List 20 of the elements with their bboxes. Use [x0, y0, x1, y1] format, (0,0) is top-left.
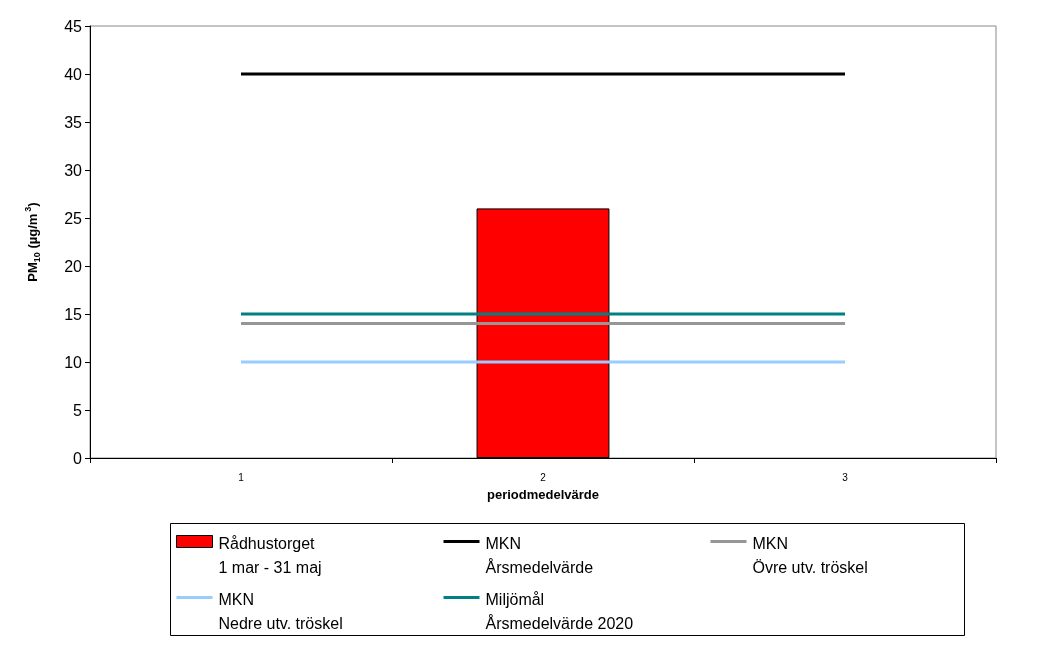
- y-tick-label: 25: [64, 209, 83, 227]
- y-tick-label: 45: [64, 17, 83, 35]
- y-tick-label: 15: [64, 305, 83, 323]
- x-axis-title: periodmedelvärde: [487, 487, 599, 502]
- x-tick-label: 2: [540, 471, 547, 483]
- legend-label: Miljömål Årsmedelvärde 2020: [485, 591, 634, 632]
- y-tick-label: 35: [64, 113, 83, 131]
- y-tick-label: 40: [64, 65, 83, 83]
- legend-label: Rådhustorget 1 mar - 31 maj: [218, 535, 322, 576]
- y-tick-label: 5: [73, 401, 83, 419]
- y-tick-label: 30: [64, 161, 83, 179]
- y-tick-label: 20: [64, 257, 83, 275]
- y-tick-label: 0: [73, 449, 83, 467]
- y-axis-title: PM10 (µg/m3): [22, 202, 42, 282]
- y-tick-label: 10: [64, 353, 83, 371]
- legend-label: MKN Årsmedelvärde: [485, 535, 594, 576]
- legend-label: MKN Övre utv. tröskel: [752, 535, 868, 576]
- legend-label: MKN Nedre utv. tröskel: [218, 591, 343, 632]
- x-tick-label: 3: [842, 471, 849, 483]
- x-tick-label: 1: [238, 471, 245, 483]
